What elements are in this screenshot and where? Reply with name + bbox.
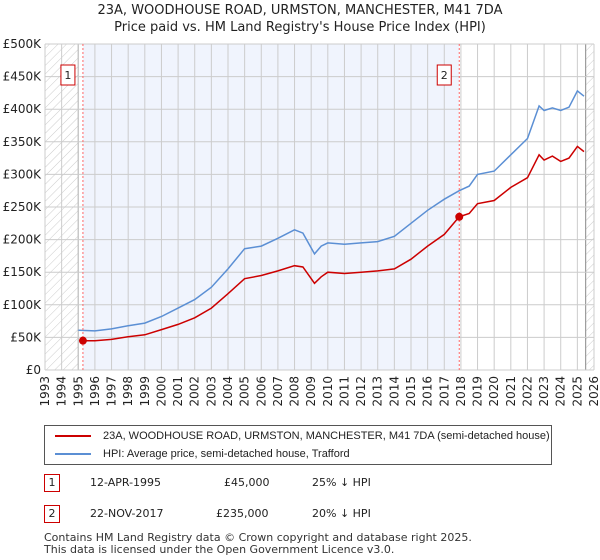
x-tick-label: 2022 <box>520 376 534 407</box>
x-tick-label: 2013 <box>371 376 385 407</box>
x-tick-label: 1998 <box>121 376 135 407</box>
x-tick-label: 1996 <box>88 376 102 407</box>
x-tick-label: 2012 <box>354 376 368 407</box>
x-tick-label: 2008 <box>288 376 302 407</box>
legend-swatch <box>55 453 91 455</box>
x-tick-label: 1995 <box>71 376 85 407</box>
x-tick-label: 2010 <box>321 376 335 407</box>
x-tick-label: 2007 <box>271 376 285 407</box>
y-tick-label: £300K <box>3 167 43 181</box>
x-tick-label: 2009 <box>304 376 318 407</box>
x-tick-label: 2011 <box>337 376 351 407</box>
chart-subtitle: Price paid vs. HM Land Registry's House … <box>114 20 486 35</box>
y-tick-label: £150K <box>3 265 43 279</box>
x-tick-label: 2024 <box>554 376 568 407</box>
legend: 23A, WOODHOUSE ROAD, URMSTON, MANCHESTER… <box>44 425 552 465</box>
chart-title: 23A, WOODHOUSE ROAD, URMSTON, MANCHESTER… <box>97 3 503 18</box>
footer-line: Contains HM Land Registry data © Crown c… <box>44 531 472 544</box>
legend-swatch <box>55 435 91 437</box>
x-tick-label: 1993 <box>38 376 52 407</box>
y-tick-label: £200K <box>3 233 43 247</box>
x-tick-label: 2005 <box>238 376 252 407</box>
sale-point <box>455 212 464 221</box>
y-tick-label: £500K <box>3 37 43 51</box>
footer-line: This data is licensed under the Open Gov… <box>44 543 395 556</box>
x-tick-label: 1994 <box>55 376 69 407</box>
property-price-line <box>82 145 585 342</box>
transaction-price: £235,000 <box>216 507 269 520</box>
x-tick-label: 2006 <box>254 376 268 407</box>
y-tick-label: £100K <box>3 298 43 312</box>
x-tick-label: 2021 <box>504 376 518 407</box>
sale-badge-label: 2 <box>441 69 448 82</box>
x-tick-label: 2023 <box>537 376 551 407</box>
transaction-badge: 2 <box>44 505 60 523</box>
x-tick-label: 1999 <box>138 376 152 407</box>
y-tick-label: £50K <box>10 330 42 344</box>
x-tick-label: 2020 <box>487 376 501 407</box>
x-tick-label: 2018 <box>454 376 468 407</box>
x-tick-label: 2016 <box>421 376 435 407</box>
transaction-date: 12-APR-1995 <box>90 476 162 489</box>
x-tick-label: 2025 <box>570 376 584 407</box>
x-tick-label: 2004 <box>221 376 235 407</box>
y-tick-label: £350K <box>3 135 43 149</box>
x-tick-label: 2002 <box>188 376 202 407</box>
transaction-hpi: 20% ↓ HPI <box>312 507 371 520</box>
x-tick-label: 2015 <box>404 376 418 407</box>
legend-label: 23A, WOODHOUSE ROAD, URMSTON, MANCHESTER… <box>103 430 550 442</box>
transaction-hpi: 25% ↓ HPI <box>312 476 371 489</box>
transaction-price: £45,000 <box>224 476 270 489</box>
legend-item-hpi: HPI: Average price, semi-detached house,… <box>55 447 350 461</box>
x-tick-label: 2026 <box>587 376 600 407</box>
legend-item-property: 23A, WOODHOUSE ROAD, URMSTON, MANCHESTER… <box>55 429 550 443</box>
sale-badge <box>60 64 76 86</box>
x-tick-label: 2019 <box>471 376 485 407</box>
footer: Contains HM Land Registry data © Crown c… <box>44 532 472 556</box>
hpi-line <box>78 89 585 332</box>
x-tick-label: 2003 <box>204 376 218 407</box>
y-tick-label: £0 <box>26 363 41 377</box>
y-tick-label: £400K <box>3 102 43 116</box>
x-tick-label: 2000 <box>154 376 168 407</box>
x-tick-label: 2017 <box>437 376 451 407</box>
x-tick-label: 2001 <box>171 376 185 407</box>
x-tick-label: 1997 <box>105 376 119 407</box>
y-tick-label: £450K <box>3 70 43 84</box>
y-tick-label: £250K <box>3 200 43 214</box>
transaction-badge: 1 <box>44 474 60 492</box>
sale-point <box>78 336 87 345</box>
sale-badge <box>436 64 452 86</box>
sale-badge-label: 1 <box>64 69 71 82</box>
legend-label: HPI: Average price, semi-detached house,… <box>103 448 350 460</box>
x-tick-label: 2014 <box>387 376 401 407</box>
transaction-date: 22-NOV-2017 <box>90 507 164 520</box>
